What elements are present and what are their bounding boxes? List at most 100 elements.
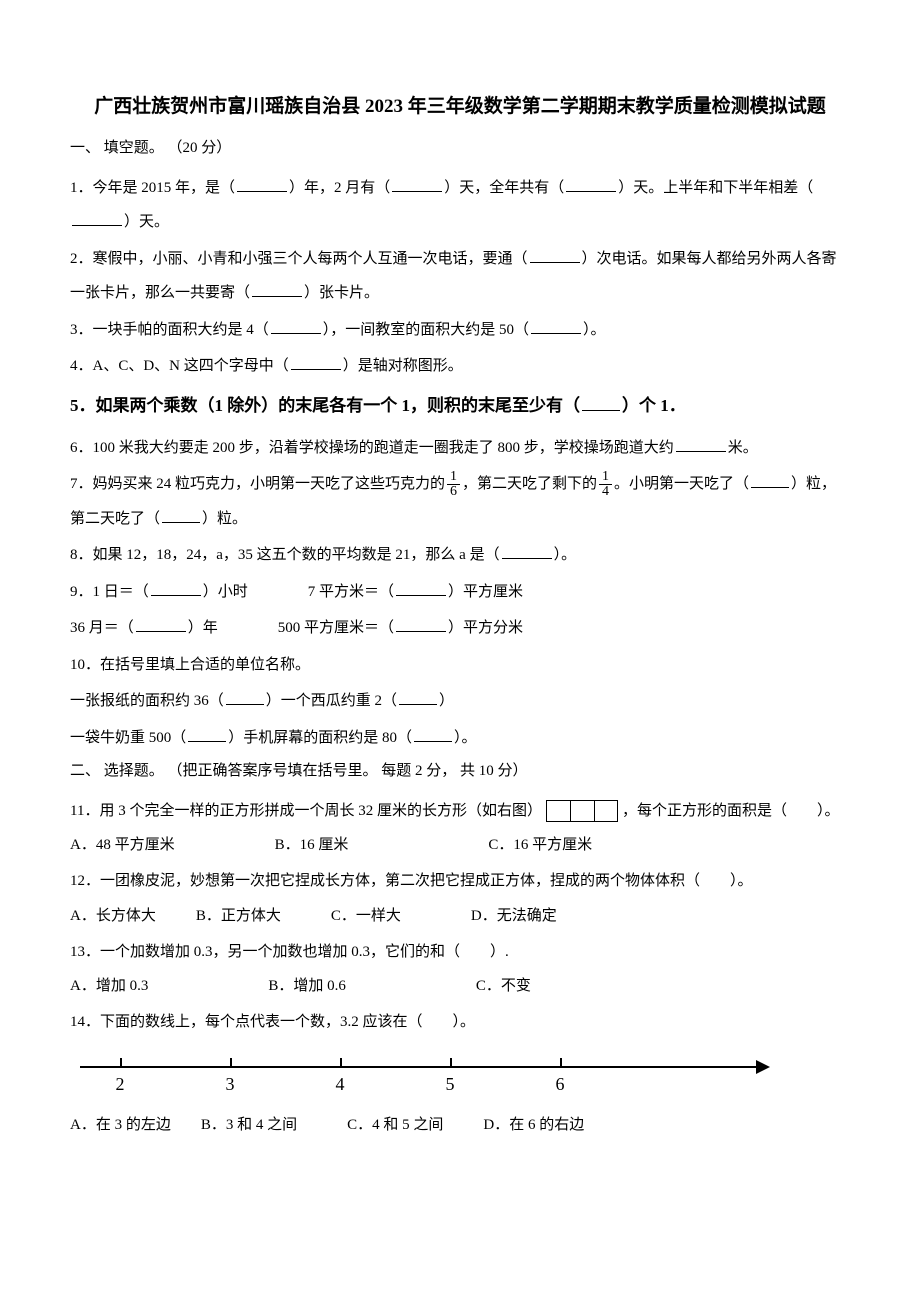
q11-text-a: 11．用 3 个完全一样的正方形拼成一个周长 32 厘米的长方形（如右图） (70, 803, 542, 819)
gap (281, 901, 331, 931)
number-line-label: 4 (336, 1074, 345, 1095)
blank (396, 581, 446, 596)
q7-text-c: 。小明第一天吃了（ (614, 476, 749, 492)
option-c: C．一样大 (331, 901, 401, 931)
blank (151, 581, 201, 596)
q4-text-a: 4．A、C、D、N 这四个字母中（ (70, 358, 289, 374)
q3-text-c: ）。 (583, 322, 606, 338)
q1-text-b: ）年，2 月有（ (289, 180, 390, 196)
question-7: 7．妈妈买来 24 粒巧克力，小明第一天吃了这些巧克力的16，第二天吃了剩下的1… (70, 467, 850, 536)
frac-num: 1 (599, 470, 612, 485)
gap (156, 901, 196, 931)
q10a3-text: ） (439, 693, 454, 709)
q10a2-text: ）一个西瓜约重 2（ (266, 693, 397, 709)
number-line-tick (450, 1058, 452, 1068)
blank (396, 617, 446, 632)
blank (226, 690, 264, 705)
option-c: C．不变 (476, 971, 531, 1001)
q3-text-a: 3．一块手帕的面积大约是 4（ (70, 322, 269, 338)
blank (237, 177, 287, 192)
option-d: D．无法确定 (471, 901, 557, 931)
option-a: A．48 平方厘米 (70, 830, 175, 860)
q9d2-text: ）平方分米 (448, 620, 523, 636)
arrow-icon (756, 1060, 770, 1074)
q5-text-a: 5．如果两个乘数（1 除外）的末尾各有一个 1，则积的末尾至少有（ (70, 396, 580, 415)
number-line-tick (230, 1058, 232, 1068)
number-line-tick (120, 1058, 122, 1068)
option-b: B．16 厘米 (275, 830, 349, 860)
number-line-label: 2 (116, 1074, 125, 1095)
blank (502, 544, 552, 559)
frac-den: 4 (599, 485, 612, 499)
question-12: 12．一团橡皮泥，妙想第一次把它捏成长方体，第二次把它捏成正方体，捏成的两个物体… (70, 864, 850, 899)
q9-part3: 36 月＝（）年 (70, 611, 218, 646)
exam-title: 广西壮族贺州市富川瑶族自治县 2023 年三年级数学第二学期期末教学质量检测模拟… (70, 90, 850, 124)
blank (530, 248, 580, 263)
number-line-tick (560, 1058, 562, 1068)
blank (582, 394, 620, 411)
question-5: 5．如果两个乘数（1 除外）的末尾各有一个 1，则积的末尾至少有（ ）个 1． (70, 386, 850, 425)
q6-text-a: 6．100 米我大约要走 200 步，沿着学校操场的跑道走一圈我走了 800 步… (70, 440, 674, 456)
number-line-label: 3 (226, 1074, 235, 1095)
blank (72, 211, 122, 226)
question-6: 6．100 米我大约要走 200 步，沿着学校操场的跑道走一圈我走了 800 步… (70, 431, 850, 466)
q9-part2: 7 平方米＝（ ）平方厘米 (308, 575, 523, 610)
q9a-text: 9．1 日＝（ (70, 584, 149, 600)
question-4: 4．A、C、D、N 这四个字母中（ ）是轴对称图形。 (70, 349, 850, 384)
frac-num: 1 (447, 470, 460, 485)
question-8: 8．如果 12，18，24，a，35 这五个数的平均数是 21，那么 a 是（）… (70, 538, 850, 573)
q9b-text: 7 平方米＝（ (308, 584, 394, 600)
blank (291, 355, 341, 370)
q9b2-text: ）平方厘米 (448, 584, 523, 600)
question-12-options: A．长方体大 B．正方体大 C．一样大 D．无法确定 (70, 901, 850, 931)
blank (252, 282, 302, 297)
section2-header: 二、 选择题。 （把正确答案序号填在括号里。 每题 2 分， 共 10 分） (70, 757, 850, 786)
question-2: 2．寒假中，小丽、小青和小强三个人每两个人互通一次电话，要通（）次电话。如果每人… (70, 242, 850, 311)
rect-3squares-icon (546, 800, 618, 822)
q8-text-a: 8．如果 12，18，24，a，35 这五个数的平均数是 21，那么 a 是（ (70, 547, 500, 563)
q9-part4: 500 平方厘米＝（）平方分米 (278, 611, 523, 646)
q7-text-a: 7．妈妈买来 24 粒巧克力，小明第一天吃了这些巧克力的 (70, 476, 445, 492)
number-line-tick (340, 1058, 342, 1068)
gap (443, 1110, 483, 1140)
gap (297, 1110, 347, 1140)
gap (348, 830, 488, 860)
q1-text-d: ）天。上半年和下半年相差（ (618, 180, 813, 196)
option-b: B．增加 0.6 (268, 971, 346, 1001)
section1-header: 一、 填空题。 （20 分） (70, 134, 850, 163)
question-1: 1．今年是 2015 年，是（）年，2 月有（）天，全年共有（）天。上半年和下半… (70, 171, 850, 240)
number-line-label: 6 (556, 1074, 565, 1095)
q10b3-text: ）。 (454, 730, 477, 746)
gap (175, 830, 275, 860)
question-9-row1: 9．1 日＝（ ）小时 7 平方米＝（ ）平方厘米 (70, 575, 850, 610)
option-a: A．增加 0.3 (70, 971, 148, 1001)
q9a2-text: ）小时 (203, 584, 248, 600)
blank (566, 177, 616, 192)
q4-text-b: ）是轴对称图形。 (343, 358, 463, 374)
question-11: 11．用 3 个完全一样的正方形拼成一个周长 32 厘米的长方形（如右图），每个… (70, 794, 850, 829)
blank (676, 437, 726, 452)
fraction-1-4: 14 (599, 470, 612, 499)
q2-text-a: 2．寒假中，小丽、小青和小强三个人每两个人互通一次电话，要通（ (70, 251, 528, 267)
question-14: 14．下面的数线上，每个点代表一个数，3.2 应该在（ ）。 (70, 1005, 850, 1040)
q10b2-text: ）手机屏幕的面积约是 80（ (228, 730, 412, 746)
question-14-options: A．在 3 的左边 B．3 和 4 之间 C．4 和 5 之间 D．在 6 的右… (70, 1110, 850, 1140)
blank (188, 727, 226, 742)
q9c2-text: ）年 (188, 620, 218, 636)
blank (271, 319, 321, 334)
blank (392, 177, 442, 192)
gap (171, 1110, 201, 1140)
q5-text-b: ）个 1． (622, 396, 686, 415)
blank (414, 727, 452, 742)
gap (148, 971, 268, 1001)
q9-part1: 9．1 日＝（ ）小时 (70, 575, 248, 610)
option-c: C．16 平方厘米 (488, 830, 592, 860)
blank (136, 617, 186, 632)
option-a: A．长方体大 (70, 901, 156, 931)
frac-den: 6 (447, 485, 460, 499)
number-line-axis (80, 1066, 760, 1068)
blank (162, 508, 200, 523)
q6-text-b: 米。 (728, 440, 758, 456)
blank (399, 690, 437, 705)
q3-text-b: ），一间教室的面积大约是 50（ (323, 322, 529, 338)
